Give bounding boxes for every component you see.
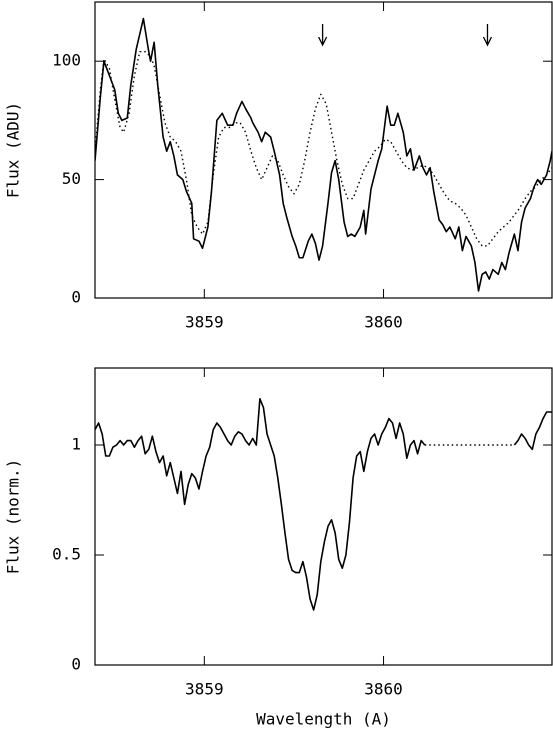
y-tick-label: 0 (71, 288, 81, 307)
plot-frame (94, 367, 553, 666)
x-tick-label: 3860 (364, 313, 403, 332)
spectrum-line (95, 398, 552, 611)
y-tick-label: 0.5 (52, 545, 81, 564)
x-tick-label: 3859 (185, 313, 224, 332)
arrow (482, 24, 493, 47)
spectrum-line (95, 17, 552, 292)
series-group (95, 398, 552, 611)
x-axis-label: Wavelength (A) (256, 710, 391, 729)
y-axis-label: Flux (ADU) (4, 102, 23, 198)
plot-frame (94, 1, 553, 299)
arrow (318, 24, 328, 47)
y-tick-label: 50 (62, 169, 81, 188)
y-tick-label: 0 (71, 655, 81, 674)
y-axis-label: Flux (norm.) (4, 459, 23, 575)
panel: 3859 3860 0 0.5 1 Flux (norm.) Wavelength (A) (4, 367, 553, 729)
panel: 3859 3860 0 50 100 Flux (ADU) (4, 1, 553, 332)
y-tick-label: 1 (71, 435, 81, 454)
spectrum-line (95, 51, 552, 247)
x-tick-label: 3859 (185, 680, 224, 699)
series-group (95, 17, 552, 292)
x-tick-label: 3860 (364, 680, 403, 699)
y-tick-label: 100 (52, 51, 81, 70)
